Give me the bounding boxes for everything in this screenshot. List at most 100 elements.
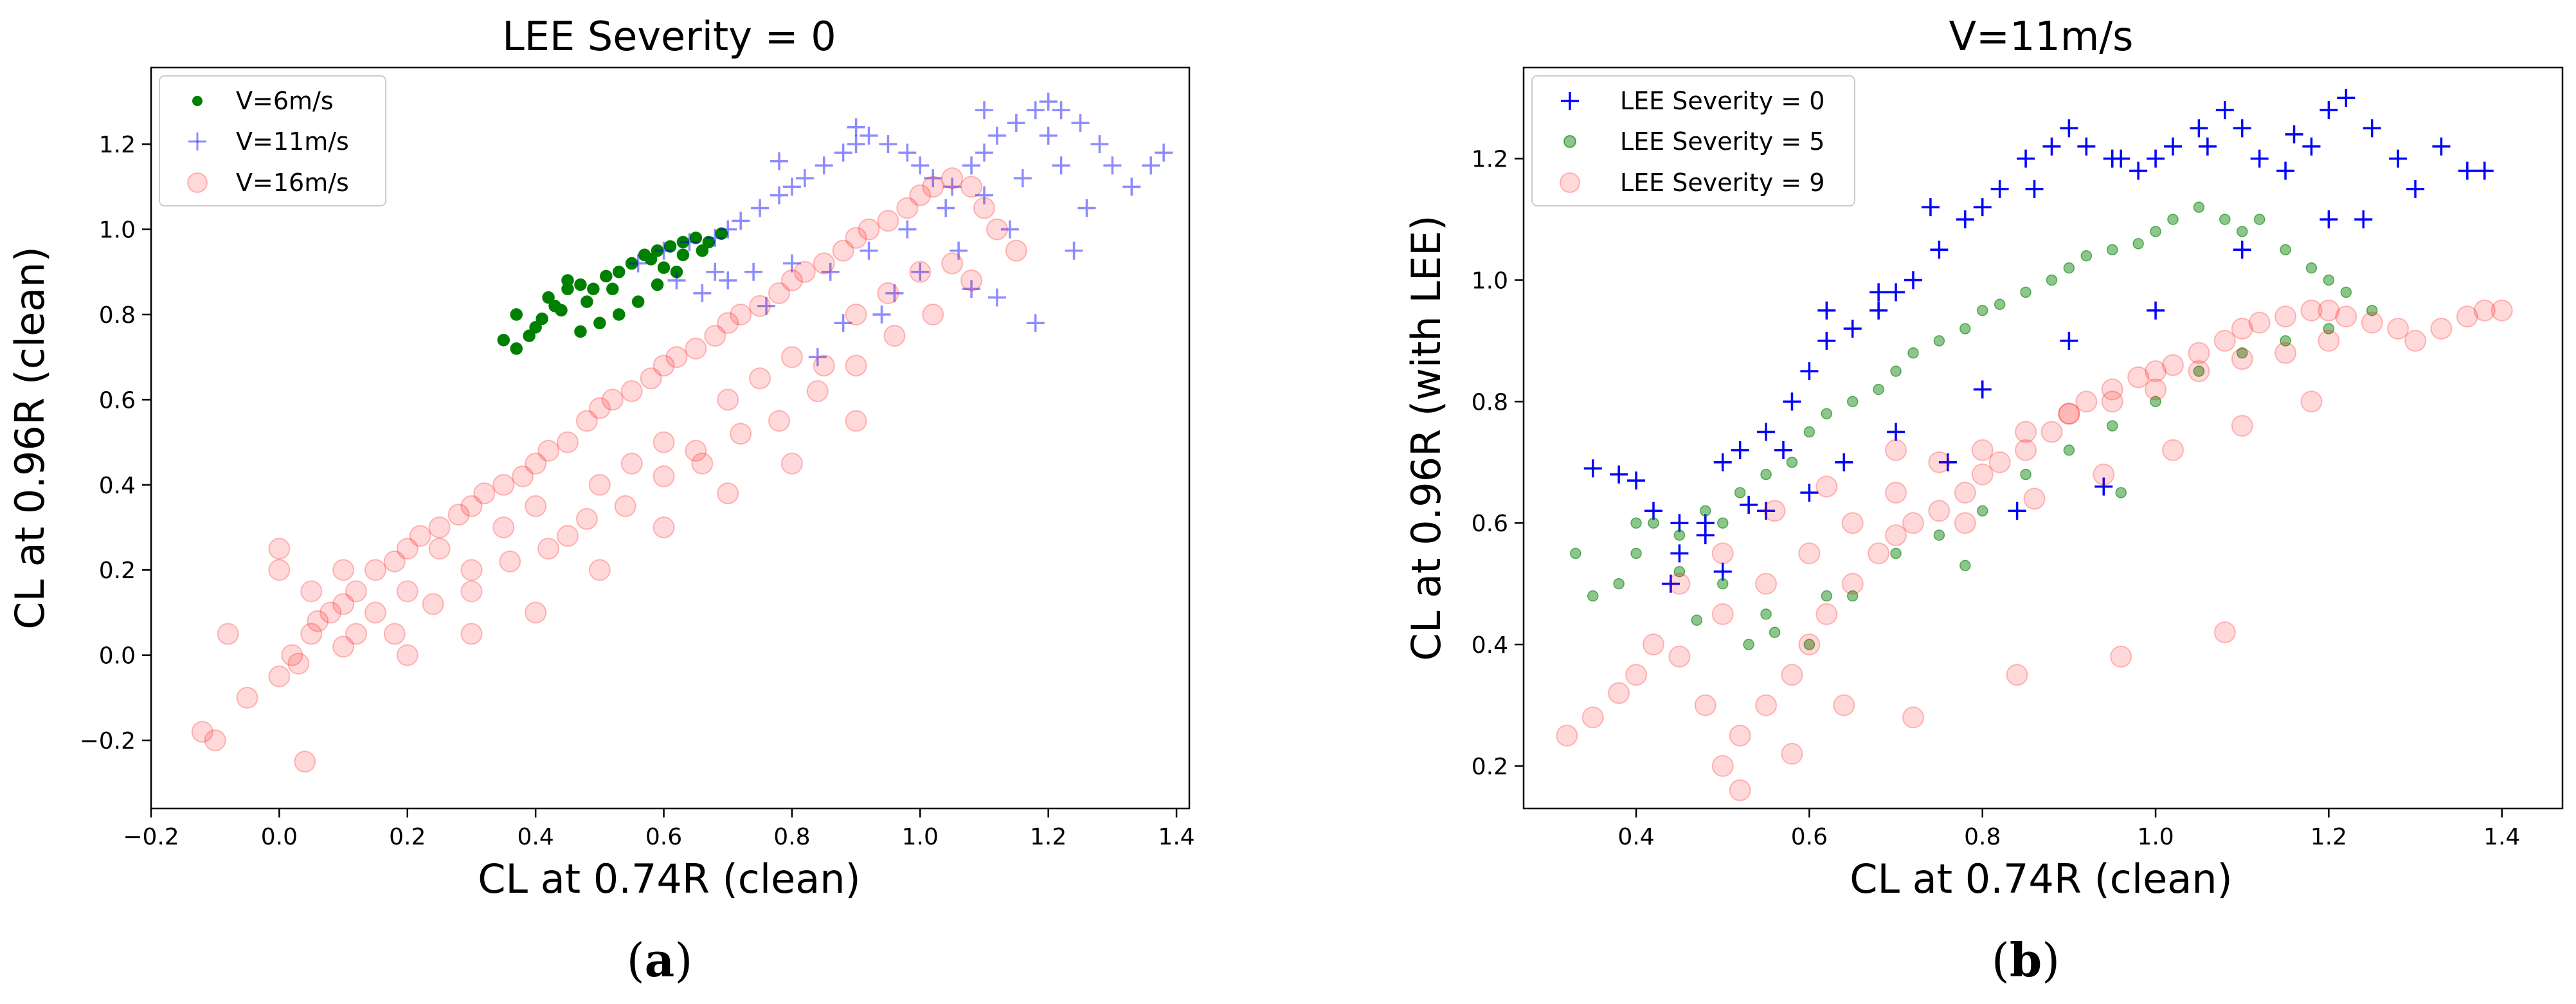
panel-b-point-lee-severity-5 bbox=[1933, 335, 1945, 347]
panel-a-point-v-6m-s bbox=[702, 235, 716, 249]
panel-a-point-v-16m-s bbox=[422, 593, 444, 616]
panel-a-point-v-6m-s bbox=[663, 240, 677, 253]
panel-b-point-lee-severity-0 bbox=[2319, 210, 2338, 229]
panel-b-point-lee-severity-5 bbox=[2106, 244, 2118, 256]
panel-a-y-tick-label: 0.4 bbox=[99, 473, 136, 499]
panel-a-point-v-16m-s bbox=[832, 239, 854, 262]
panel-b-y-tick-label: 0.4 bbox=[1472, 632, 1508, 659]
panel-b-caption-letter: b bbox=[2010, 933, 2042, 987]
panel-b-y-tick-label: 0.8 bbox=[1472, 389, 1508, 415]
panel-a-point-v-16m-s bbox=[345, 623, 368, 645]
panel-a-point-v-11m-s bbox=[987, 126, 1006, 145]
panel-a-point-v-6m-s bbox=[529, 321, 542, 334]
panel-b-point-lee-severity-9 bbox=[2058, 403, 2080, 425]
panel-b-point-lee-severity-5 bbox=[1769, 626, 1781, 638]
panel-b-point-lee-severity-5 bbox=[2132, 238, 2144, 250]
panel-b-point-lee-severity-9 bbox=[1608, 682, 1630, 704]
panel-a-point-v-16m-s bbox=[307, 610, 329, 632]
panel-a-point-v-16m-s bbox=[460, 559, 483, 581]
panel-b-point-lee-severity-9 bbox=[1581, 706, 1604, 729]
panel-b-point-lee-severity-5 bbox=[1873, 383, 1884, 396]
panel-b-point-lee-severity-5 bbox=[1700, 505, 1711, 517]
panel-a-legend: V=6m/s V=11m/s V=16m/s bbox=[159, 75, 386, 206]
panel-a-point-v-11m-s bbox=[962, 156, 981, 175]
panel-b-point-lee-severity-0 bbox=[1670, 544, 1689, 563]
panel-a-point-v-16m-s bbox=[960, 269, 983, 292]
panel-b-point-lee-severity-9 bbox=[1798, 542, 1821, 565]
panel-a-point-v-11m-s bbox=[782, 178, 801, 196]
panel-a-point-v-11m-s bbox=[732, 212, 750, 230]
panel-a-point-v-11m-s bbox=[719, 271, 737, 290]
panel-b-point-lee-severity-0 bbox=[1887, 423, 1905, 441]
panel-b-point-lee-severity-0 bbox=[1731, 441, 1749, 459]
panel-b-point-lee-severity-5 bbox=[2193, 365, 2205, 377]
panel-b-point-lee-severity-9 bbox=[1711, 542, 1734, 565]
panel-a-y-axis-label: CL at 0.96R (clean) bbox=[6, 246, 53, 630]
panel-a-point-v-16m-s bbox=[588, 397, 611, 419]
panel-b-point-lee-severity-9 bbox=[2015, 421, 2037, 443]
panel-b-point-lee-severity-9 bbox=[1625, 664, 1648, 686]
panel-b-point-lee-severity-5 bbox=[1760, 608, 1772, 620]
panel-b-point-lee-severity-5 bbox=[1976, 505, 1988, 517]
panel-b-point-lee-severity-5 bbox=[2080, 250, 2093, 262]
panel-b-point-lee-severity-0 bbox=[2077, 137, 2096, 156]
panel-b-point-lee-severity-0 bbox=[2017, 149, 2035, 168]
panel-a-point-v-11m-s bbox=[834, 314, 852, 333]
panel-b-x-axis: 0.4 0.6 0.8 1.0 1.2 1.4 bbox=[1617, 808, 2520, 850]
panel-a-legend-marker-v11 bbox=[188, 132, 206, 151]
panel-b-point-lee-severity-0 bbox=[2215, 101, 2234, 120]
panel-b-point-lee-severity-0 bbox=[1644, 502, 1662, 520]
panel-b-point-lee-severity-5 bbox=[2236, 226, 2248, 237]
panel-a-point-v-6m-s bbox=[510, 308, 523, 321]
panel-b-point-lee-severity-5 bbox=[2150, 226, 2161, 237]
panel-a-point-v-16m-s bbox=[512, 465, 534, 488]
panel-b-point-lee-severity-9 bbox=[1755, 572, 1778, 595]
panel-b-point-lee-severity-5 bbox=[2063, 444, 2075, 456]
panel-b-point-lee-severity-9 bbox=[2430, 318, 2453, 340]
panel-b-point-lee-severity-5 bbox=[2366, 304, 2378, 316]
panel-a-x-tick-label: 1.4 bbox=[1158, 824, 1194, 850]
panel-b-point-lee-severity-9 bbox=[2127, 366, 2150, 388]
panel-a-y-tick-label: 0.2 bbox=[99, 558, 136, 584]
panel-b-y-tick-label: 0.6 bbox=[1472, 511, 1508, 537]
panel-b-point-lee-severity-0 bbox=[2190, 119, 2208, 138]
panel-a-point-v-11m-s bbox=[943, 178, 962, 196]
panel-b-point-lee-severity-9 bbox=[1668, 572, 1691, 595]
panel-b-point-lee-severity-0 bbox=[2008, 502, 2026, 520]
panel-b-point-lee-severity-0 bbox=[1990, 179, 2009, 198]
panel-b-y-tick-label: 0.2 bbox=[1472, 754, 1508, 780]
panel-a-point-v-16m-s bbox=[601, 388, 624, 411]
panel-a-point-v-16m-s bbox=[525, 601, 547, 624]
panel-a-point-v-6m-s bbox=[612, 308, 626, 321]
panel-a-point-v-6m-s bbox=[587, 282, 600, 296]
panel-b-point-lee-severity-9 bbox=[2015, 439, 2037, 461]
panel-b-point-lee-severity-9 bbox=[2274, 342, 2297, 364]
panel-a-x-tick-label: 1.0 bbox=[902, 824, 939, 850]
panel-a-point-v-16m-s bbox=[973, 197, 995, 219]
panel-b-point-lee-severity-9 bbox=[1868, 542, 1890, 565]
panel-b-point-lee-severity-0 bbox=[2319, 101, 2338, 120]
panel-b-point-lee-severity-5 bbox=[1976, 304, 1988, 316]
panel-a-point-v-16m-s bbox=[793, 260, 816, 283]
panel-a-point-v-16m-s bbox=[332, 559, 355, 581]
panel-a-point-v-11m-s bbox=[1026, 101, 1045, 120]
panel-a-point-v-16m-s bbox=[780, 346, 803, 369]
panel-a-point-v-11m-s bbox=[1155, 143, 1173, 162]
panel-b-point-lee-severity-9 bbox=[2231, 415, 2253, 437]
panel-a-point-v-16m-s bbox=[447, 504, 470, 526]
panel-b-x-tick-label: 1.4 bbox=[2483, 824, 2520, 850]
panel-b-point-lee-severity-5 bbox=[2219, 214, 2231, 225]
panel-a-point-v-11m-s bbox=[885, 284, 904, 302]
panel-b-point-lee-severity-9 bbox=[2101, 378, 2123, 401]
panel-a-point-v-16m-s bbox=[813, 252, 835, 275]
panel-b-point-lee-severity-5 bbox=[1933, 529, 1945, 541]
panel-b-point-lee-severity-9 bbox=[2145, 360, 2167, 383]
panel-b-point-lee-severity-9 bbox=[1885, 524, 1907, 547]
panel-a-point-v-11m-s bbox=[911, 262, 930, 281]
panel-b-point-lee-severity-0 bbox=[2164, 137, 2182, 156]
panel-a-point-v-16m-s bbox=[236, 686, 258, 709]
panel-a-point-v-16m-s bbox=[345, 580, 368, 603]
panel-a: LEE Severity = 0 −0.2 0.0 0.2 0.4 0.6 0.8 1.0 1… bbox=[6, 13, 1195, 987]
panel-a-point-v-16m-s bbox=[749, 367, 771, 390]
panel-b-point-lee-severity-0 bbox=[1904, 271, 1922, 289]
